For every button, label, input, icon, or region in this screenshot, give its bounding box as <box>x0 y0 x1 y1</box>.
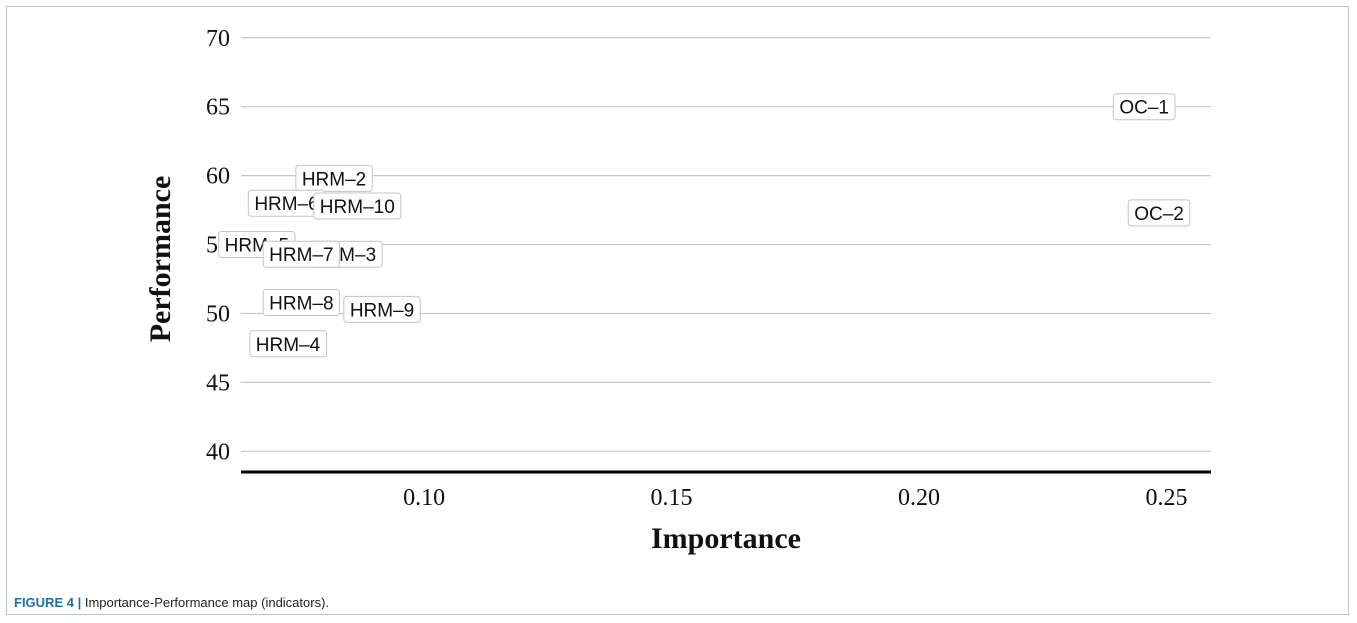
caption-text: Importance-Performance map (indicators). <box>84 595 330 610</box>
data-point-box <box>295 164 373 192</box>
y-axis-title: Performance <box>144 176 177 343</box>
data-point-label: HRM–6 <box>254 194 318 215</box>
data-point-box <box>343 295 421 323</box>
data-point: OC–1 <box>1112 93 1176 121</box>
data-point: HRM–2 <box>295 164 373 192</box>
x-tick-label: 0.10 <box>403 485 445 511</box>
data-point-label: HRM–7 <box>269 245 333 266</box>
x-tick-label: 0.20 <box>898 485 940 511</box>
data-point: HRM–4 <box>249 330 328 358</box>
x-tick-label: 0.25 <box>1145 485 1187 511</box>
data-point: HRM–10 <box>313 192 402 220</box>
x-axis-title: Importance <box>651 522 801 555</box>
data-point-box <box>1112 93 1176 121</box>
data-point-label: HRM–4 <box>256 335 321 356</box>
y-tick-label: 60 <box>206 164 230 190</box>
data-point: HRM–7 <box>262 240 341 268</box>
y-tick-label: 65 <box>206 95 230 121</box>
figure-caption: FIGURE 4 | Importance-Performance map (i… <box>14 595 329 610</box>
data-point: OC–2 <box>1127 199 1191 227</box>
gridlines <box>241 37 1211 452</box>
caption-tag: FIGURE 4 | <box>14 595 82 610</box>
y-tick-label: 70 <box>206 26 230 52</box>
x-tick-labels: 0.10 0.15 0.20 0.25 <box>403 485 1187 511</box>
data-point-label: HRM–8 <box>269 293 333 314</box>
y-tick-label: 40 <box>206 439 230 465</box>
data-point-box <box>313 192 402 220</box>
data-point-box <box>1127 199 1191 227</box>
data-point-box <box>262 288 341 316</box>
data-point-box <box>262 240 341 268</box>
data-point: HRM–6 <box>247 189 326 217</box>
data-point-label: HRM–9 <box>350 300 414 321</box>
data-point-box <box>249 330 328 358</box>
data-point: HRM–8 <box>262 288 341 316</box>
y-tick-label: 50 <box>206 301 230 327</box>
data-point-label: HRM–2 <box>302 169 366 190</box>
y-tick-label: 45 <box>206 370 230 396</box>
x-tick-label: 0.15 <box>651 485 693 511</box>
data-point-label: HRM–10 <box>320 197 395 218</box>
data-point: HRM–9 <box>343 295 421 323</box>
data-point-label: OC–2 <box>1134 204 1184 225</box>
data-point-label: OC–1 <box>1119 98 1169 119</box>
